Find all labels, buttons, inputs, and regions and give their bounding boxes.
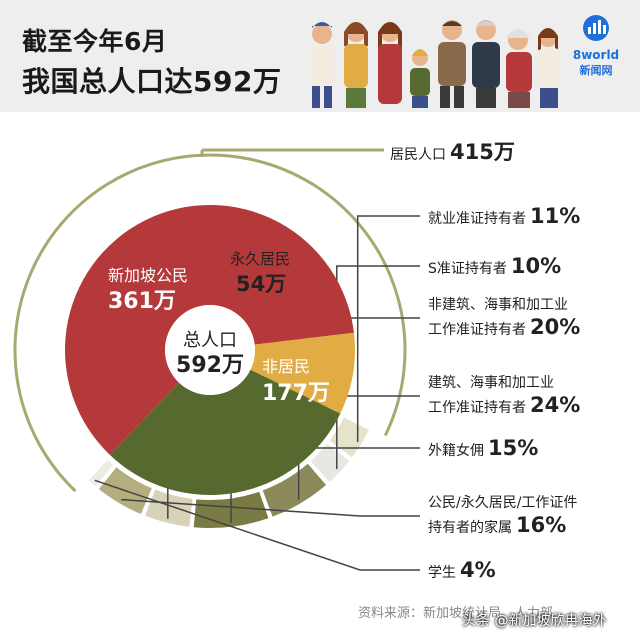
legend-spass: S准证持有者 10% [428, 254, 562, 278]
watermark: 头条 @新加坡欣冉海外 [462, 613, 607, 629]
people-illustration [310, 20, 560, 108]
resident-population-value: 415万 [450, 140, 515, 164]
center-value: 592万 [176, 353, 244, 378]
pr-value: 54万 [236, 272, 286, 296]
inner-slice-0 [64, 205, 354, 455]
inner-slice-2 [109, 369, 341, 495]
center-hole [165, 305, 255, 395]
logo-brand-text: 8world [572, 48, 620, 62]
leader-line-5 [121, 498, 420, 517]
resident-bracket-arc [13, 153, 407, 493]
logo-sub-text: 新闻网 [579, 64, 613, 77]
nonresident-value: 177万 [262, 381, 330, 406]
outer-slice-6 [88, 459, 114, 487]
outer-slice-2 [262, 463, 327, 517]
outer-slice-4 [145, 489, 193, 527]
legend-non-cmp-wp: 非建筑、海事和加工业 工作准证持有者 20% [428, 297, 581, 339]
brand-logo[interactable]: 8world 新闻网 [568, 14, 624, 78]
legend-students: 学生 4% [428, 558, 496, 582]
legend-ep: 就业准证持有者 11% [428, 204, 581, 228]
legend-dependants: 公民/永久居民/工作证件 持有者的家属 16% [428, 495, 578, 537]
pr-label: 永久居民 [230, 250, 290, 268]
header-banner: 截至今年6月 我国总人口达592万 [0, 0, 640, 112]
nonresident-label: 非居民 [262, 357, 310, 376]
resident-population-label: 居民人口 415万 [390, 140, 515, 164]
outer-slice-1 [310, 443, 350, 483]
leader-line-0 [356, 215, 420, 443]
center-label: 总人口 [183, 330, 237, 351]
title-line-2: 我国总人口达592万 [22, 65, 282, 98]
legend-fdw: 外籍女佣 15% [428, 436, 539, 460]
citizen-label: 新加坡公民 [108, 266, 188, 285]
signal-logo-icon [583, 15, 609, 41]
title-line-1: 截至今年6月 [22, 27, 168, 56]
legend-cmp-wp: 建筑、海事和加工业 工作准证持有者 24% [428, 375, 581, 417]
leader-line-6 [94, 479, 420, 571]
citizen-value: 361万 [108, 289, 176, 314]
source-note: 资料来源：新加坡统计局、人力部 [358, 606, 554, 621]
inner-slice-1 [250, 332, 355, 414]
